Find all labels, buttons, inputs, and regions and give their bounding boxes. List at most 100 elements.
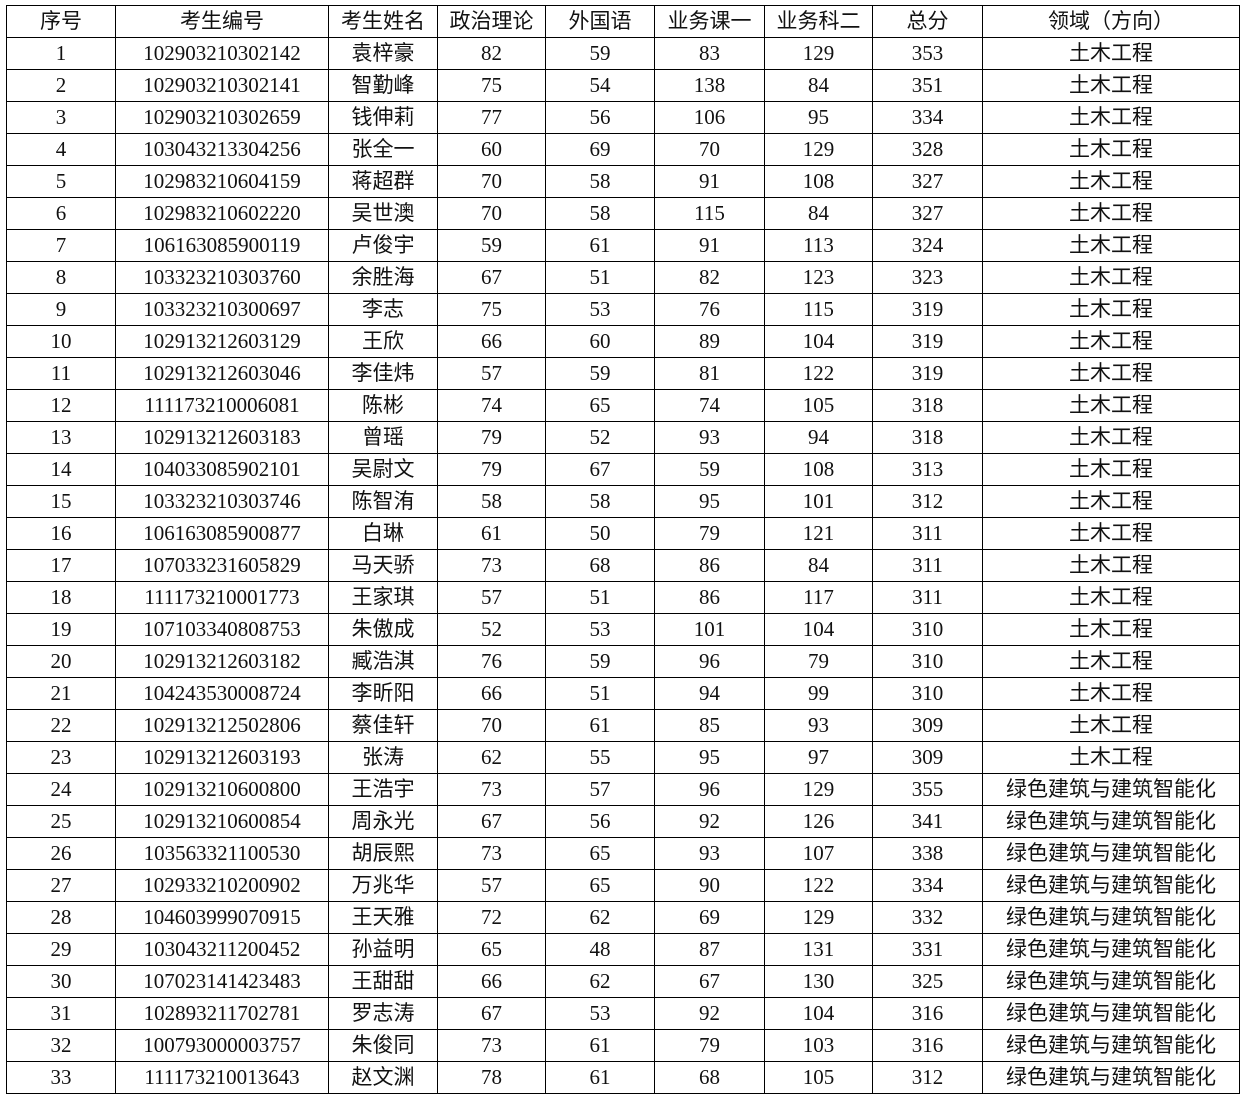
table-row: 23 102913212603193 张涛 62 55 95 97 309 土木工程 [6, 741, 1240, 774]
cell-foreign-language: 56 [545, 101, 655, 134]
cell-candidate-name: 张涛 [328, 741, 438, 774]
cell-foreign-language: 67 [545, 453, 655, 486]
cell-field: 土木工程 [982, 101, 1240, 134]
cell-subject-two: 117 [764, 581, 873, 614]
cell-subject-one: 95 [654, 741, 765, 774]
cell-subject-two: 129 [764, 901, 873, 934]
header-row: 序号 考生编号 考生姓名 政治理论 外国语 业务课一 业务科二 总分 领域（方向） [6, 5, 1240, 38]
cell-field: 绿色建筑与建筑智能化 [982, 933, 1240, 966]
cell-politics: 60 [437, 133, 546, 166]
cell-foreign-language: 61 [545, 709, 655, 742]
cell-total: 323 [872, 261, 983, 294]
cell-subject-one: 94 [654, 677, 765, 710]
cell-subject-one: 79 [654, 517, 765, 550]
cell-foreign-language: 53 [545, 613, 655, 646]
cell-candidate-name: 李志 [328, 293, 438, 326]
cell-candidate-name: 李佳炜 [328, 357, 438, 390]
cell-field: 土木工程 [982, 357, 1240, 390]
cell-index: 5 [6, 165, 116, 198]
cell-candidate-name: 万兆华 [328, 869, 438, 902]
cell-field: 土木工程 [982, 229, 1240, 262]
cell-candidate-name: 白琳 [328, 517, 438, 550]
cell-subject-one: 81 [654, 357, 765, 390]
cell-foreign-language: 61 [545, 229, 655, 262]
cell-subject-two: 93 [764, 709, 873, 742]
cell-total: 318 [872, 421, 983, 454]
cell-index: 21 [6, 677, 116, 710]
cell-candidate-id: 104033085902101 [115, 453, 329, 486]
cell-politics: 59 [437, 229, 546, 262]
cell-candidate-name: 罗志涛 [328, 997, 438, 1030]
cell-candidate-id: 106163085900119 [115, 229, 329, 262]
cell-politics: 70 [437, 197, 546, 230]
cell-subject-two: 129 [764, 773, 873, 806]
cell-field: 土木工程 [982, 421, 1240, 454]
table-row: 3 102903210302659 钱伸莉 77 56 106 95 334 土木工程 [6, 101, 1240, 134]
cell-candidate-name: 曾瑶 [328, 421, 438, 454]
cell-index: 33 [6, 1061, 116, 1094]
cell-subject-two: 94 [764, 421, 873, 454]
cell-candidate-name: 孙益明 [328, 933, 438, 966]
cell-subject-two: 101 [764, 485, 873, 518]
cell-field: 土木工程 [982, 709, 1240, 742]
cell-candidate-id: 103043213304256 [115, 133, 329, 166]
cell-subject-one: 90 [654, 869, 765, 902]
cell-foreign-language: 50 [545, 517, 655, 550]
table-row: 25 102913210600854 周永光 67 56 92 126 341 绿色建筑与建筑智… [6, 805, 1240, 838]
cell-subject-one: 68 [654, 1061, 765, 1094]
cell-politics: 62 [437, 741, 546, 774]
cell-index: 26 [6, 837, 116, 870]
cell-subject-one: 138 [654, 69, 765, 102]
cell-foreign-language: 51 [545, 677, 655, 710]
cell-foreign-language: 51 [545, 581, 655, 614]
cell-foreign-language: 61 [545, 1061, 655, 1094]
cell-index: 8 [6, 261, 116, 294]
cell-subject-one: 67 [654, 965, 765, 998]
table-row: 2 102903210302141 智勤峰 75 54 138 84 351 土木工程 [6, 69, 1240, 102]
cell-index: 6 [6, 197, 116, 230]
cell-index: 16 [6, 517, 116, 550]
cell-index: 23 [6, 741, 116, 774]
cell-index: 4 [6, 133, 116, 166]
cell-subject-two: 95 [764, 101, 873, 134]
cell-foreign-language: 53 [545, 293, 655, 326]
cell-total: 310 [872, 613, 983, 646]
cell-candidate-id: 102913212603129 [115, 325, 329, 358]
cell-foreign-language: 65 [545, 869, 655, 902]
cell-total: 312 [872, 485, 983, 518]
cell-candidate-id: 102903210302141 [115, 69, 329, 102]
cell-field: 绿色建筑与建筑智能化 [982, 773, 1240, 806]
cell-total: 309 [872, 741, 983, 774]
cell-field: 土木工程 [982, 293, 1240, 326]
cell-candidate-name: 余胜海 [328, 261, 438, 294]
cell-politics: 72 [437, 901, 546, 934]
table-row: 7 106163085900119 卢俊宇 59 61 91 113 324 土木工程 [6, 229, 1240, 262]
cell-subject-one: 83 [654, 37, 765, 70]
cell-total: 309 [872, 709, 983, 742]
cell-index: 18 [6, 581, 116, 614]
cell-field: 土木工程 [982, 485, 1240, 518]
cell-candidate-name: 卢俊宇 [328, 229, 438, 262]
cell-field: 土木工程 [982, 549, 1240, 582]
cell-candidate-id: 102913212603193 [115, 741, 329, 774]
table-row: 18 111173210001773 王家琪 57 51 86 117 311 土木工程 [6, 581, 1240, 614]
cell-subject-one: 85 [654, 709, 765, 742]
cell-field: 土木工程 [982, 133, 1240, 166]
cell-field: 土木工程 [982, 453, 1240, 486]
cell-index: 30 [6, 965, 116, 998]
cell-subject-one: 101 [654, 613, 765, 646]
cell-total: 332 [872, 901, 983, 934]
header-field: 领域（方向） [982, 5, 1240, 38]
cell-subject-one: 96 [654, 645, 765, 678]
cell-politics: 73 [437, 1029, 546, 1062]
cell-foreign-language: 57 [545, 773, 655, 806]
cell-index: 2 [6, 69, 116, 102]
table-row: 21 104243530008724 李昕阳 66 51 94 99 310 土木工程 [6, 677, 1240, 710]
cell-field: 土木工程 [982, 389, 1240, 422]
cell-field: 绿色建筑与建筑智能化 [982, 1061, 1240, 1094]
cell-candidate-id: 102913210600800 [115, 773, 329, 806]
cell-subject-one: 93 [654, 837, 765, 870]
cell-total: 312 [872, 1061, 983, 1094]
cell-politics: 70 [437, 165, 546, 198]
table-row: 32 100793000003757 朱俊同 73 61 79 103 316 绿色建筑与建筑智… [6, 1029, 1240, 1062]
